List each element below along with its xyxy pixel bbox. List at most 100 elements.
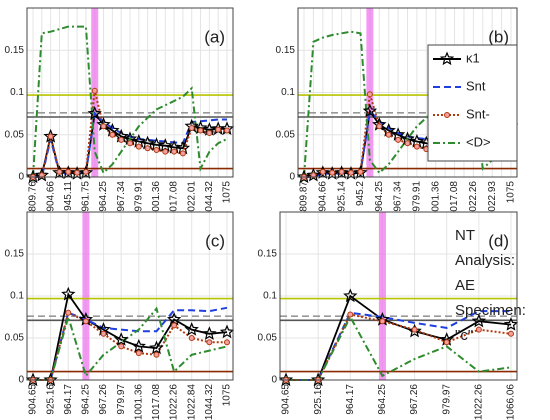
legend-marker (439, 51, 455, 66)
x-tick-label: 964.17 (63, 384, 74, 415)
circle-marker (118, 136, 125, 143)
annotation: Analysis: (455, 252, 515, 269)
circle-marker (188, 335, 195, 341)
panel-label: (a) (204, 27, 225, 46)
star-marker (343, 288, 358, 303)
circle-marker (188, 124, 195, 131)
circle-marker (376, 123, 383, 130)
star-marker (362, 103, 378, 118)
panel-label: (d) (488, 231, 509, 250)
circle-marker (153, 351, 160, 358)
star-marker (471, 313, 487, 328)
annotation: Specimen: (455, 302, 526, 319)
y-tick-label: 0 (18, 375, 24, 386)
circle-marker (135, 143, 142, 150)
series-line (33, 306, 228, 381)
plot-frame (279, 211, 518, 381)
x-tick-label: 1075 (222, 384, 233, 407)
circle-marker (162, 148, 169, 155)
x-tick-label: 1022.26 (473, 384, 484, 420)
star-marker (184, 322, 199, 336)
circle-marker (411, 326, 418, 333)
x-tick-label: 1001.36 (430, 181, 441, 218)
circle-marker (215, 126, 222, 133)
x-tick-label: 809.76 (28, 181, 39, 212)
x-tick-label: 1017.08 (169, 181, 180, 218)
circle-marker (47, 133, 54, 140)
circle-marker (135, 350, 142, 357)
x-tick-label: 1022.26 (169, 384, 180, 420)
y-tick-label: 0.15 (276, 45, 296, 56)
x-tick-label: 964.25 (81, 384, 92, 415)
x-tick-label: 967.26 (409, 384, 420, 415)
x-tick-label: 904.65 (28, 384, 39, 415)
y-tick-label: 0.05 (258, 333, 278, 344)
circle-marker (379, 318, 386, 325)
y-tick-label: 0.05 (276, 129, 296, 140)
star-marker (78, 165, 94, 179)
circle-marker (65, 309, 72, 316)
y-tick-label: 0.1 (281, 87, 295, 98)
series-line (286, 294, 512, 381)
legend-label: Snt (466, 78, 486, 93)
circle-marker (206, 339, 213, 346)
legend-label: <D> (466, 134, 491, 149)
star-marker (334, 165, 349, 179)
y-tick-label: 0.15 (258, 249, 278, 260)
x-tick-label: 967.34 (116, 181, 127, 212)
star-marker (202, 326, 217, 340)
annotation: NT (455, 227, 475, 244)
star-marker (114, 332, 129, 346)
circle-marker (74, 169, 81, 176)
x-tick-label: 967.26 (98, 384, 109, 415)
x-tick-label: 904.66 (45, 181, 56, 212)
x-tick-label: 979.91 (412, 181, 423, 212)
plot-frame (26, 211, 234, 381)
x-tick-label: 967.34 (393, 181, 404, 212)
legend-label: κ1 (466, 50, 480, 65)
circle-marker (366, 91, 373, 98)
circle-marker (443, 339, 450, 346)
circle-marker (100, 330, 107, 337)
x-tick-label: 979.97 (116, 384, 127, 415)
x-tick-label: 961.75 (81, 181, 92, 212)
x-tick-label: 1022.93 (487, 181, 498, 218)
x-tick-label: 1044.32 (204, 384, 215, 420)
circle-marker (171, 148, 178, 155)
circle-marker (109, 131, 116, 138)
star-marker (166, 311, 182, 326)
circle-marker (508, 330, 514, 337)
circle-marker (206, 130, 213, 137)
circle-marker (404, 140, 411, 147)
star-marker (61, 286, 76, 301)
x-tick-label: 1022.01 (186, 181, 197, 218)
star-marker (315, 165, 330, 179)
x-tick-label: 964.17 (345, 384, 356, 415)
circle-marker (127, 140, 133, 147)
highlight-band (378, 212, 386, 380)
circle-marker (329, 169, 336, 176)
circle-marker (319, 168, 326, 175)
annotation: "c" (455, 327, 473, 344)
y-tick-label: 0.1 (10, 87, 24, 98)
x-tick-label: 925.14 (336, 181, 347, 212)
highlight-band (82, 212, 90, 380)
circle-marker (357, 168, 364, 175)
y-tick-label: 0 (271, 375, 277, 386)
x-tick-label: 1044.32 (204, 181, 215, 218)
circle-marker (385, 131, 392, 138)
x-tick-label: 1022.26 (468, 181, 479, 218)
y-tick-label: 0 (18, 172, 24, 183)
star-marker (158, 138, 173, 152)
x-tick-label: 1066.06 (506, 384, 517, 420)
x-tick-label: 1017.08 (449, 181, 460, 218)
x-tick-label: 964.25 (374, 181, 385, 212)
circle-marker (395, 136, 402, 143)
circle-marker (144, 145, 151, 152)
circle-marker (91, 87, 98, 94)
series-line (32, 25, 228, 178)
circle-marker (348, 169, 355, 176)
series-line (286, 314, 512, 381)
star-marker (219, 324, 235, 339)
